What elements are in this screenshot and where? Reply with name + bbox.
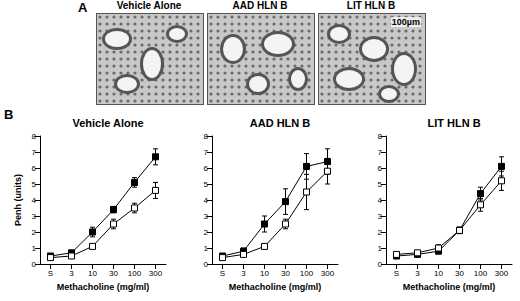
- svg-text:1: 1: [32, 244, 37, 253]
- html-text:AAD HLN B: AAD HLN B: [232, 0, 288, 11]
- svg-text:5: 5: [204, 180, 209, 189]
- svg-text:0: 0: [378, 260, 383, 269]
- svg-text:7: 7: [204, 148, 209, 157]
- svg-text:3: 3: [204, 212, 209, 221]
- svg-text:0: 0: [204, 260, 209, 269]
- svg-text:Vehicle Alone: Vehicle Alone: [72, 117, 143, 129]
- svg-text:3: 3: [69, 269, 74, 278]
- svg-text:S: S: [394, 269, 399, 278]
- svg-text:2: 2: [378, 228, 383, 237]
- svg-text:10: 10: [434, 269, 443, 278]
- svg-text:3: 3: [32, 212, 37, 221]
- svg-text:B: B: [4, 107, 13, 122]
- svg-text:S: S: [48, 269, 53, 278]
- svg-text:AAD HLN B: AAD HLN B: [250, 117, 311, 129]
- svg-text:2: 2: [204, 228, 209, 237]
- svg-text:30: 30: [109, 269, 118, 278]
- html-text:LIT HLN B: LIT HLN B: [346, 0, 396, 11]
- svg-text:30: 30: [455, 269, 464, 278]
- svg-text:8: 8: [32, 132, 37, 141]
- svg-text:30: 30: [281, 269, 290, 278]
- svg-text:8: 8: [204, 132, 209, 141]
- svg-text:300: 300: [321, 269, 335, 278]
- svg-text:3: 3: [415, 269, 420, 278]
- svg-text:4: 4: [378, 196, 383, 205]
- svg-text:1: 1: [378, 244, 383, 253]
- svg-text:10: 10: [88, 269, 97, 278]
- svg-text:7: 7: [32, 148, 37, 157]
- html-text:100µm: 100µm: [391, 17, 420, 27]
- html-text:Vehicle Alone: Vehicle Alone: [116, 0, 182, 11]
- svg-text:8: 8: [378, 132, 383, 141]
- svg-text:LIT HLN B: LIT HLN B: [427, 117, 480, 129]
- svg-text:10: 10: [260, 269, 269, 278]
- svg-text:3: 3: [241, 269, 246, 278]
- svg-text:300: 300: [149, 269, 163, 278]
- svg-text:6: 6: [204, 164, 209, 173]
- svg-text:100: 100: [300, 269, 314, 278]
- svg-text:Methacholine (mg/ml): Methacholine (mg/ml): [403, 282, 496, 292]
- svg-text:4: 4: [32, 196, 37, 205]
- svg-text:7: 7: [378, 148, 383, 157]
- svg-text:0: 0: [32, 260, 37, 269]
- svg-text:4: 4: [204, 196, 209, 205]
- html-text:A: A: [78, 0, 88, 15]
- svg-text:6: 6: [32, 164, 37, 173]
- svg-text:5: 5: [32, 180, 37, 189]
- svg-text:5: 5: [378, 180, 383, 189]
- svg-text:300: 300: [495, 269, 509, 278]
- svg-text:1: 1: [204, 244, 209, 253]
- svg-text:Penh (units): Penh (units): [13, 174, 23, 226]
- svg-text:100: 100: [474, 269, 488, 278]
- svg-text:3: 3: [378, 212, 383, 221]
- svg-text:S: S: [220, 269, 225, 278]
- svg-text:6: 6: [378, 164, 383, 173]
- svg-text:Methacholine (mg/ml): Methacholine (mg/ml): [229, 282, 322, 292]
- svg-text:Methacholine (mg/ml): Methacholine (mg/ml): [57, 282, 150, 292]
- svg-text:100: 100: [128, 269, 142, 278]
- svg-text:2: 2: [32, 228, 37, 237]
